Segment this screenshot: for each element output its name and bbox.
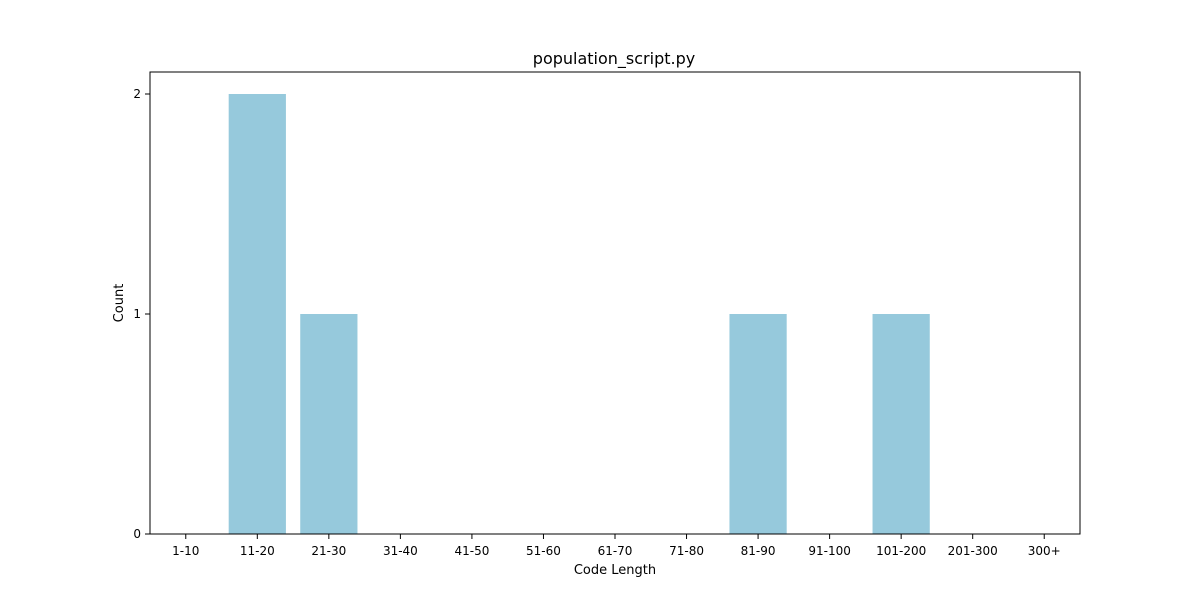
y-axis-label: Count xyxy=(112,284,127,323)
bar-21-30 xyxy=(300,314,358,534)
bar-101-200 xyxy=(872,314,930,534)
x-tick-label: 300+ xyxy=(1028,544,1061,558)
x-tick-label: 1-10 xyxy=(172,544,199,558)
y-tick-label: 1 xyxy=(133,307,141,321)
x-tick-label: 201-300 xyxy=(948,544,998,558)
bars-layer xyxy=(228,94,930,534)
x-tick-label: 11-20 xyxy=(240,544,275,558)
x-tick-label: 101-200 xyxy=(876,544,926,558)
x-tick-label: 51-60 xyxy=(526,544,561,558)
bar-81-90 xyxy=(729,314,787,534)
x-tick-label: 21-30 xyxy=(311,544,346,558)
x-tick-label: 71-80 xyxy=(669,544,704,558)
bar-11-20 xyxy=(228,94,286,534)
x-tick-label: 91-100 xyxy=(808,544,851,558)
x-tick-label: 81-90 xyxy=(741,544,776,558)
x-tick-label: 61-70 xyxy=(598,544,633,558)
x-tick-label: 41-50 xyxy=(454,544,489,558)
y-tick-label: 2 xyxy=(133,87,141,101)
x-axis: 1-10 11-20 21-30 31-40 41-50 51-60 61-70 71-80 8… xyxy=(172,534,1061,558)
y-axis: 0 1 2 xyxy=(133,87,150,541)
x-axis-label: Code Length xyxy=(574,563,656,578)
chart-title: population_script.py xyxy=(533,49,695,69)
plot-area-frame xyxy=(149,71,1081,535)
y-tick-label: 0 xyxy=(133,527,141,541)
x-tick-label: 31-40 xyxy=(383,544,418,558)
